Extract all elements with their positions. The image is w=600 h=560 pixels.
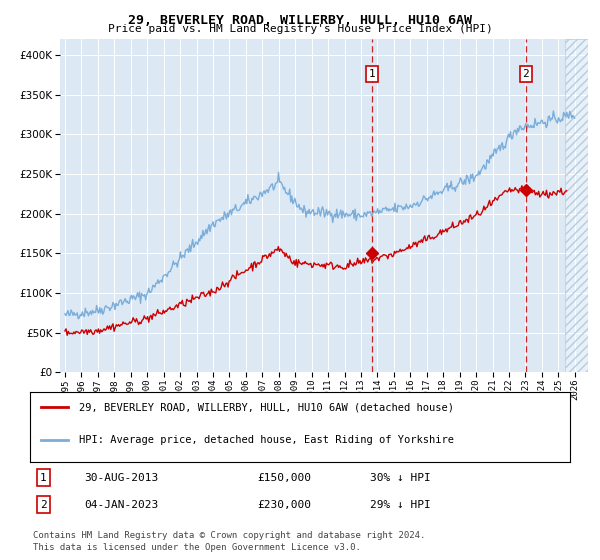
Text: 2: 2: [40, 500, 47, 510]
Text: 29, BEVERLEY ROAD, WILLERBY, HULL, HU10 6AW: 29, BEVERLEY ROAD, WILLERBY, HULL, HU10 …: [128, 14, 472, 27]
Text: £150,000: £150,000: [257, 473, 311, 483]
Text: 30% ↓ HPI: 30% ↓ HPI: [370, 473, 431, 483]
Text: HPI: Average price, detached house, East Riding of Yorkshire: HPI: Average price, detached house, East…: [79, 435, 454, 445]
Text: Price paid vs. HM Land Registry's House Price Index (HPI): Price paid vs. HM Land Registry's House …: [107, 24, 493, 34]
Text: 30-AUG-2013: 30-AUG-2013: [84, 473, 158, 483]
Text: 2: 2: [522, 69, 529, 79]
Text: 1: 1: [40, 473, 47, 483]
Text: 1: 1: [368, 69, 375, 79]
Text: 29% ↓ HPI: 29% ↓ HPI: [370, 500, 431, 510]
Text: 29, BEVERLEY ROAD, WILLERBY, HULL, HU10 6AW (detached house): 29, BEVERLEY ROAD, WILLERBY, HULL, HU10 …: [79, 403, 454, 412]
Bar: [565, 39, 588, 372]
Text: 04-JAN-2023: 04-JAN-2023: [84, 500, 158, 510]
Text: This data is licensed under the Open Government Licence v3.0.: This data is licensed under the Open Gov…: [33, 543, 361, 552]
Text: Contains HM Land Registry data © Crown copyright and database right 2024.: Contains HM Land Registry data © Crown c…: [33, 531, 425, 540]
Text: £230,000: £230,000: [257, 500, 311, 510]
Bar: [565, 39, 588, 372]
